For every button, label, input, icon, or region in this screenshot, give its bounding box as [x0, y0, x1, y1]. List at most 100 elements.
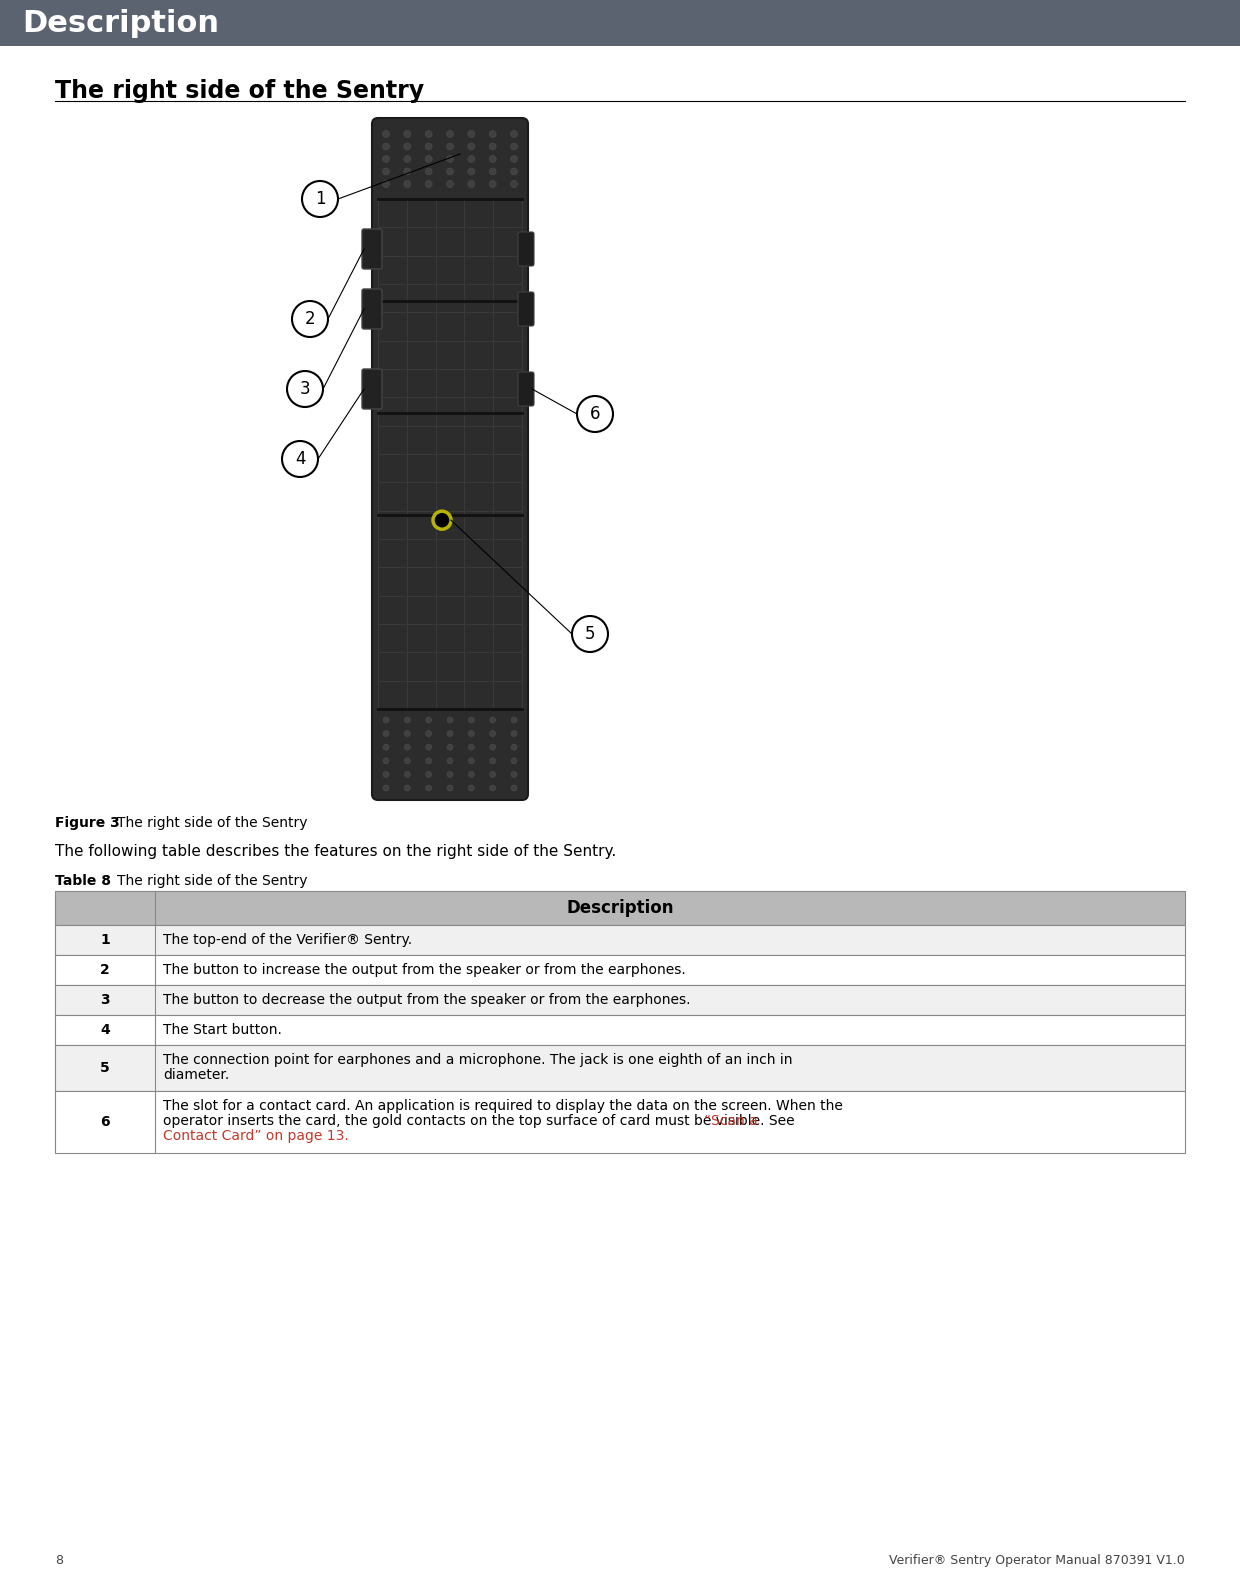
Circle shape — [489, 156, 496, 162]
Circle shape — [446, 143, 454, 149]
Circle shape — [425, 717, 432, 723]
Circle shape — [469, 717, 475, 723]
Text: 6: 6 — [590, 405, 600, 423]
Bar — [55, 925, 1185, 955]
Circle shape — [490, 717, 496, 723]
Circle shape — [404, 717, 410, 723]
Circle shape — [511, 181, 517, 188]
FancyBboxPatch shape — [372, 118, 528, 799]
Circle shape — [446, 156, 454, 162]
Circle shape — [404, 143, 410, 149]
Text: operator inserts the card, the gold contacts on the top surface of card must be : operator inserts the card, the gold cont… — [162, 1114, 799, 1128]
Circle shape — [469, 744, 475, 750]
Circle shape — [489, 130, 496, 138]
Text: Verifier® Sentry Operator Manual 870391 V1.0: Verifier® Sentry Operator Manual 870391 … — [889, 1554, 1185, 1567]
Circle shape — [446, 785, 453, 791]
Circle shape — [425, 143, 433, 149]
Circle shape — [382, 156, 389, 162]
Circle shape — [404, 181, 410, 188]
Circle shape — [446, 744, 453, 750]
Circle shape — [425, 156, 433, 162]
Bar — [55, 1015, 1185, 1046]
Circle shape — [490, 758, 496, 764]
Text: The following table describes the features on the right side of the Sentry.: The following table describes the featur… — [55, 844, 616, 860]
Text: The button to increase the output from the speaker or from the earphones.: The button to increase the output from t… — [162, 963, 686, 977]
Bar — [55, 985, 1185, 1015]
Bar — [55, 1046, 1185, 1092]
Text: The button to decrease the output from the speaker or from the earphones.: The button to decrease the output from t… — [162, 993, 691, 1007]
FancyBboxPatch shape — [362, 369, 382, 408]
Circle shape — [425, 731, 432, 737]
Text: diameter.: diameter. — [162, 1068, 229, 1082]
Circle shape — [469, 758, 475, 764]
Text: 5: 5 — [100, 1061, 110, 1076]
Text: The right side of the Sentry: The right side of the Sentry — [55, 79, 424, 103]
Text: Description: Description — [567, 899, 673, 917]
Circle shape — [489, 143, 496, 149]
Bar — [55, 891, 1185, 925]
Circle shape — [404, 168, 410, 175]
Circle shape — [490, 744, 496, 750]
Circle shape — [425, 758, 432, 764]
Circle shape — [404, 156, 410, 162]
Circle shape — [446, 181, 454, 188]
Circle shape — [446, 130, 454, 138]
Circle shape — [511, 744, 517, 750]
Circle shape — [404, 731, 410, 737]
Text: 4: 4 — [100, 1023, 110, 1038]
Text: 6: 6 — [100, 1115, 110, 1130]
Circle shape — [511, 143, 517, 149]
Circle shape — [425, 771, 432, 777]
Circle shape — [383, 717, 389, 723]
Text: The slot for a contact card. An application is required to display the data on t: The slot for a contact card. An applicat… — [162, 1100, 843, 1112]
Text: The right side of the Sentry: The right side of the Sentry — [117, 874, 308, 888]
Circle shape — [511, 156, 517, 162]
FancyBboxPatch shape — [362, 229, 382, 269]
Text: Contact Card” on page 13.: Contact Card” on page 13. — [162, 1130, 348, 1142]
Text: 2: 2 — [305, 310, 315, 327]
Circle shape — [446, 731, 453, 737]
Text: 1: 1 — [315, 191, 325, 208]
Text: 3: 3 — [300, 380, 310, 397]
Circle shape — [490, 731, 496, 737]
Circle shape — [577, 396, 613, 432]
Circle shape — [469, 771, 475, 777]
Circle shape — [425, 785, 432, 791]
Circle shape — [511, 771, 517, 777]
Circle shape — [383, 731, 389, 737]
Text: “Scan a: “Scan a — [704, 1114, 758, 1128]
Circle shape — [467, 181, 475, 188]
Circle shape — [404, 785, 410, 791]
Text: The right side of the Sentry: The right side of the Sentry — [117, 817, 308, 829]
Circle shape — [425, 130, 433, 138]
Circle shape — [383, 785, 389, 791]
Circle shape — [511, 717, 517, 723]
Text: 8: 8 — [55, 1554, 63, 1567]
Circle shape — [382, 181, 389, 188]
Circle shape — [511, 731, 517, 737]
Circle shape — [281, 442, 317, 477]
Bar — [55, 955, 1185, 985]
Circle shape — [511, 168, 517, 175]
FancyBboxPatch shape — [362, 289, 382, 329]
Text: The top-end of the Verifier® Sentry.: The top-end of the Verifier® Sentry. — [162, 933, 412, 947]
Text: 5: 5 — [585, 624, 595, 644]
Circle shape — [382, 130, 389, 138]
Circle shape — [446, 717, 453, 723]
Circle shape — [303, 181, 339, 218]
Circle shape — [425, 168, 433, 175]
Circle shape — [572, 617, 608, 651]
FancyBboxPatch shape — [518, 292, 534, 326]
Circle shape — [446, 771, 453, 777]
Circle shape — [467, 143, 475, 149]
FancyBboxPatch shape — [518, 372, 534, 407]
Circle shape — [467, 156, 475, 162]
Circle shape — [467, 130, 475, 138]
Text: 2: 2 — [100, 963, 110, 977]
Circle shape — [404, 130, 410, 138]
Circle shape — [489, 181, 496, 188]
Circle shape — [467, 168, 475, 175]
FancyBboxPatch shape — [518, 232, 534, 265]
Text: Description: Description — [22, 8, 219, 38]
Circle shape — [425, 181, 433, 188]
